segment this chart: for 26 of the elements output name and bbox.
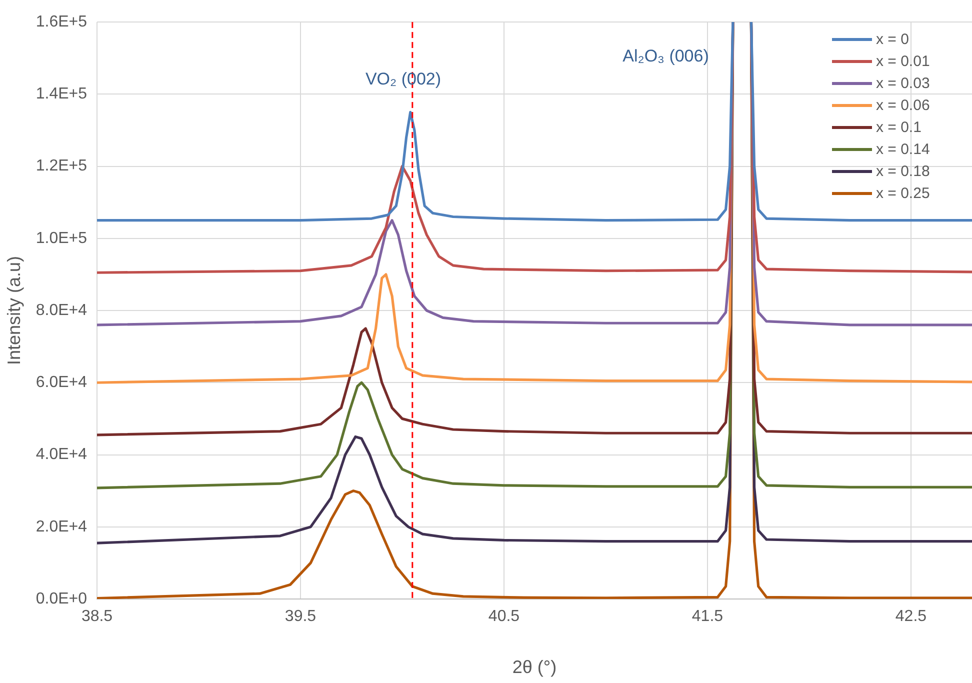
legend-label: x = 0.03 [876,74,930,92]
y-tick-label: 1.2E+5 [36,158,88,175]
y-tick-label: 2.0E+4 [36,518,88,536]
legend-label: x = 0.14 [876,140,930,158]
annotation: VO₂ (002) [365,69,442,88]
legend-label: x = 0 [876,30,909,48]
y-tick-label: 1.6E+5 [36,13,88,30]
y-tick-label: 4.0E+4 [36,446,88,464]
legend-label: x = 0.25 [876,184,930,202]
y-axis-title: Intensity (a.u) [4,256,24,366]
x-tick-label: 40.5 [488,608,520,626]
legend-label: x = 0.06 [876,96,930,114]
x-tick-label: 39.5 [284,608,316,626]
x-tick-label: 38.5 [81,608,113,626]
y-tick-label: 0.0E+0 [36,590,88,608]
x-tick-label: 41.5 [692,608,724,626]
y-tick-label: 1.4E+5 [36,86,88,103]
x-axis-title: 2θ (°) [512,657,557,678]
legend-label: x = 0.01 [876,52,930,70]
y-tick-label: 1.0E+5 [36,230,88,247]
legend-label: x = 0.18 [876,162,930,180]
y-tick-label: 8.0E+4 [36,302,88,319]
x-tick-label: 42.5 [895,608,927,626]
annotation: Al₂O₃ (006) [622,46,709,66]
legend-label: x = 0.1 [876,118,922,136]
y-tick-label: 6.0E+4 [36,374,88,392]
